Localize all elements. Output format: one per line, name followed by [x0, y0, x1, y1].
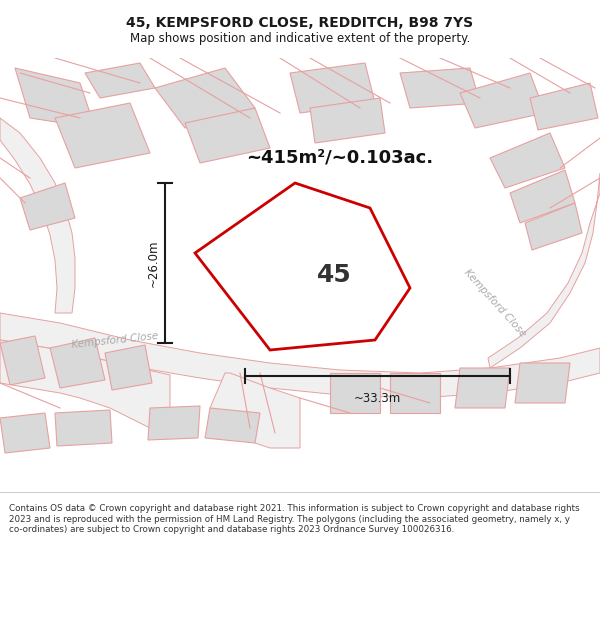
- Polygon shape: [455, 368, 510, 408]
- Text: Kempsford Close: Kempsford Close: [71, 331, 159, 349]
- Polygon shape: [330, 373, 380, 413]
- Text: ~26.0m: ~26.0m: [146, 239, 160, 287]
- Polygon shape: [488, 173, 600, 368]
- Polygon shape: [148, 406, 200, 440]
- Text: Map shows position and indicative extent of the property.: Map shows position and indicative extent…: [130, 32, 470, 45]
- Text: ~415m²/~0.103ac.: ~415m²/~0.103ac.: [247, 149, 434, 167]
- Polygon shape: [390, 373, 440, 413]
- Polygon shape: [0, 118, 75, 313]
- Polygon shape: [205, 408, 260, 443]
- Text: Contains OS data © Crown copyright and database right 2021. This information is : Contains OS data © Crown copyright and d…: [9, 504, 580, 534]
- Polygon shape: [0, 413, 50, 453]
- Polygon shape: [310, 98, 385, 143]
- Polygon shape: [0, 340, 170, 428]
- Polygon shape: [55, 103, 150, 168]
- Polygon shape: [490, 133, 565, 188]
- Polygon shape: [290, 63, 375, 113]
- Polygon shape: [0, 336, 45, 385]
- Polygon shape: [0, 313, 600, 398]
- Polygon shape: [15, 68, 95, 128]
- Text: 45, KEMPSFORD CLOSE, REDDITCH, B98 7YS: 45, KEMPSFORD CLOSE, REDDITCH, B98 7YS: [127, 16, 473, 30]
- Polygon shape: [55, 410, 112, 446]
- Polygon shape: [105, 345, 152, 390]
- Polygon shape: [50, 338, 105, 388]
- Polygon shape: [515, 363, 570, 403]
- Polygon shape: [525, 203, 582, 250]
- Polygon shape: [530, 83, 598, 130]
- Text: Kempsford Close: Kempsford Close: [462, 268, 528, 339]
- Polygon shape: [195, 183, 410, 350]
- Text: 45: 45: [317, 263, 352, 288]
- Polygon shape: [185, 108, 270, 163]
- Polygon shape: [510, 170, 575, 223]
- Polygon shape: [85, 63, 155, 98]
- Text: ~33.3m: ~33.3m: [354, 391, 401, 404]
- Polygon shape: [210, 373, 300, 448]
- Polygon shape: [155, 68, 255, 128]
- Polygon shape: [400, 68, 480, 108]
- Polygon shape: [20, 183, 75, 230]
- Polygon shape: [460, 73, 545, 128]
